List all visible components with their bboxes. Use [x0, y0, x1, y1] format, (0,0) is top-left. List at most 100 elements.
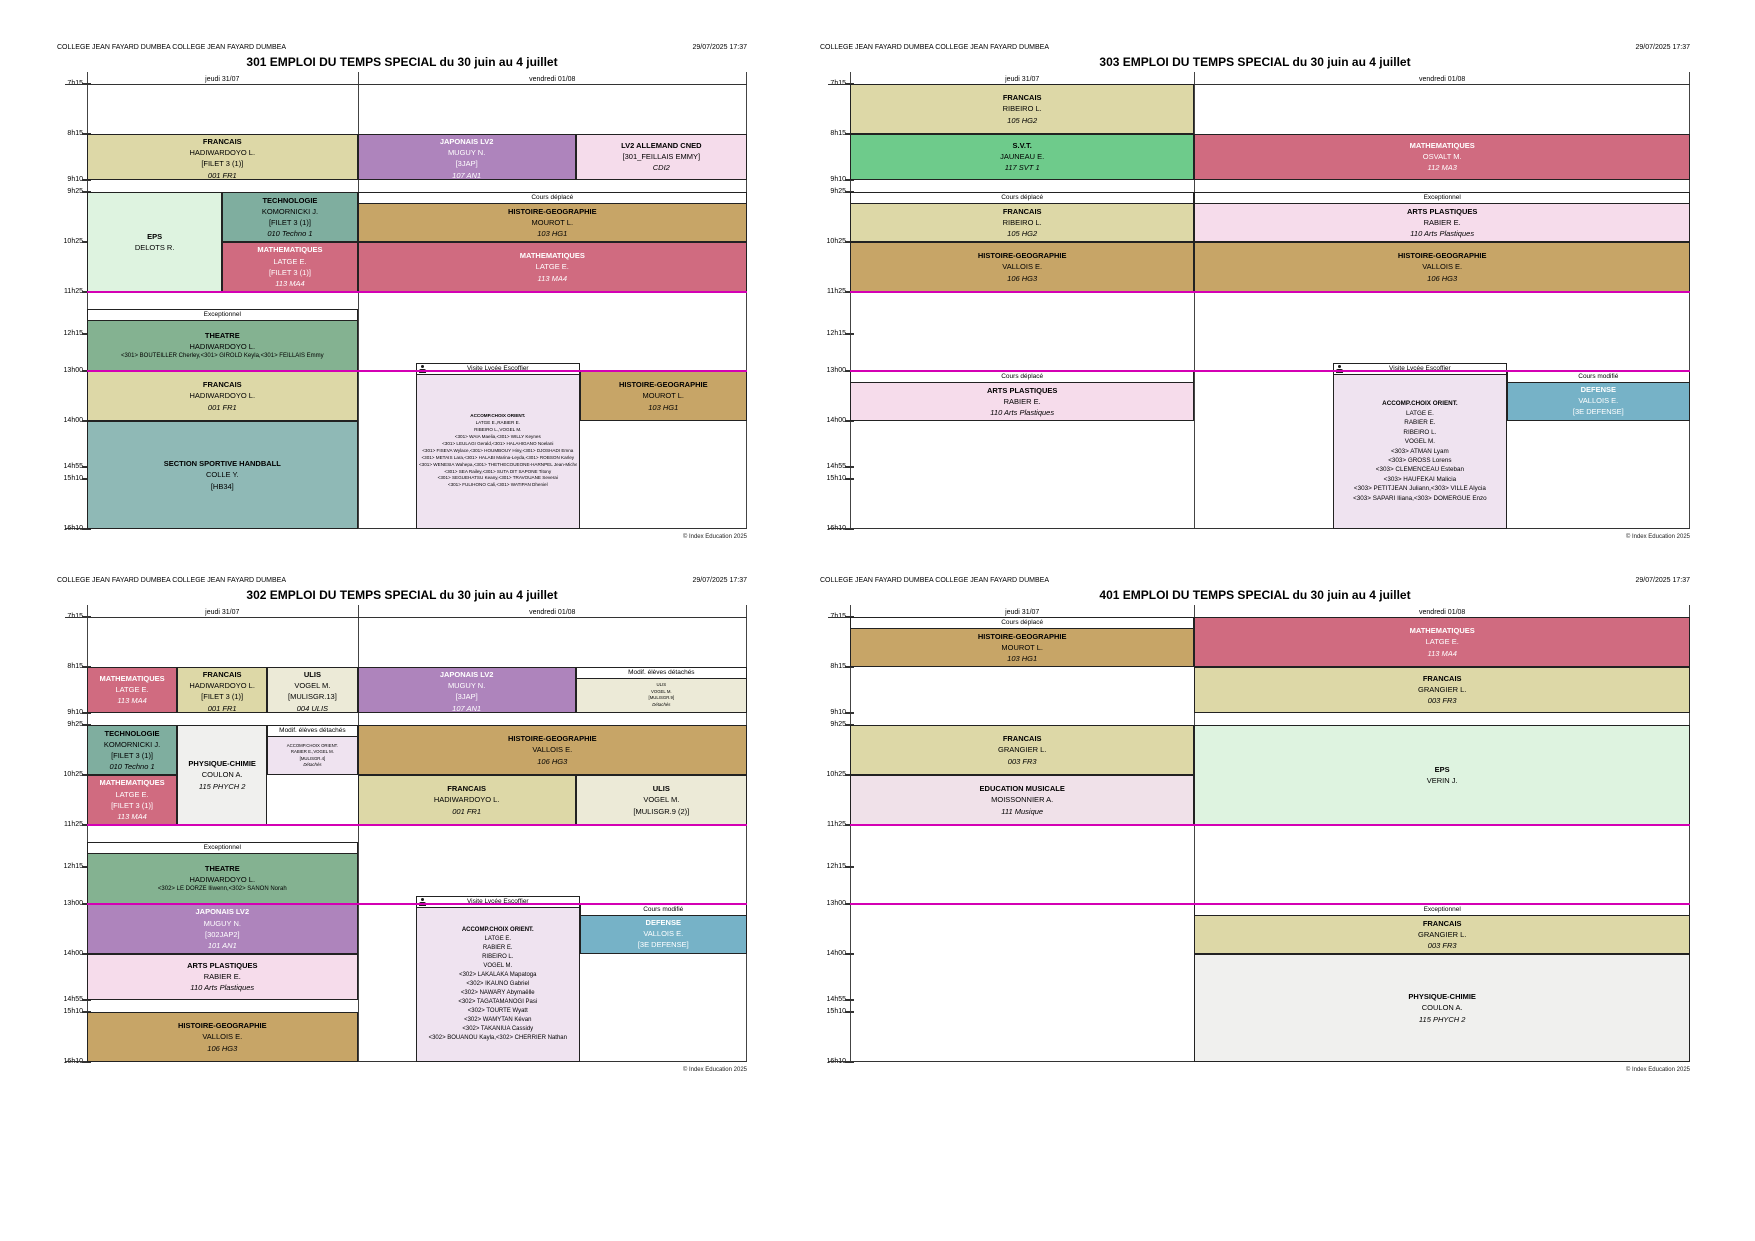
time-tick — [82, 1061, 91, 1063]
cell-line: RABIER E. — [482, 944, 513, 951]
cell-line: 113 MA4 — [537, 273, 568, 283]
course-cell: JAPONAIS LV2 MUGUY N. [3JAP] 107 AN1 — [357, 666, 576, 713]
time-tick — [845, 902, 854, 905]
cell-line: DELOTS R. — [134, 243, 175, 253]
cell-line: HISTOIRE-GEOGRAPHIE — [507, 206, 597, 216]
cell-body: HISTOIRE-GEOGRAPHIE VALLOIS E. 106 HG3 — [359, 726, 746, 774]
cell-line: 107 AN1 — [452, 170, 482, 180]
cell-line: HADIWARDOYO L. — [189, 148, 256, 158]
cell-body: FRANCAIS RIBEIRO L. 105 HG2 — [851, 85, 1193, 133]
cell-line: [FILET 3 (1)] — [111, 800, 154, 810]
copyright: © Index Education 2025 — [682, 534, 747, 540]
cell-line: [MULISGR.4] — [299, 755, 326, 761]
cell-body: S.V.T. JAUNEAU E. 117 SVT 1 — [851, 135, 1193, 179]
cell-body: EPS DELOTS R. — [88, 193, 221, 291]
cell-line: GRANGIER L. — [1418, 685, 1467, 695]
course-cell: PHYSIQUE-CHIMIE COULON A. 115 PHYCH 2 — [177, 725, 268, 825]
highlight-line — [87, 823, 747, 826]
cell-line: [301_FEILLAIS EMMY] — [622, 152, 701, 162]
cell-line: RABIER E.,VOGEL M. — [290, 749, 334, 755]
cell-body: PHYSIQUE-CHIMIE COULON A. 115 PHYCH 2 — [1195, 955, 1689, 1061]
time-label: 10h25 — [63, 771, 83, 779]
cell-body: PHYSIQUE-CHIMIE COULON A. 115 PHYCH 2 — [178, 726, 266, 824]
cell-line: <301> BOUTEILLER Cherley,<301> GIROLD Ke… — [120, 353, 324, 360]
time-label: 9h25 — [67, 188, 83, 196]
cell-line: RABIER E. — [1423, 217, 1461, 227]
time-label: 15h10 — [63, 475, 83, 483]
time-tick — [82, 83, 91, 85]
course-cell: S.V.T. JAUNEAU E. 117 SVT 1 — [850, 133, 1195, 180]
time-label: 8h15 — [67, 129, 83, 137]
cell-line: 003 FR3 — [1007, 756, 1037, 766]
timetable-grid: 7h15 8h15 9h10 9h25 10h25 11h25 12h15 13h00 14h0… — [827, 605, 1690, 1065]
cell-line: RIBEIRO L. — [1002, 104, 1042, 114]
copyright: © Index Education 2025 — [1625, 1067, 1690, 1073]
cell-line: VOGEL M. — [483, 962, 513, 969]
time-tick — [82, 465, 91, 468]
cell-line: HISTOIRE-GEOGRAPHIE — [507, 734, 597, 744]
course-cell: ULIS VOGEL M. [MULISGR.13] 004 ULIS — [267, 666, 358, 713]
cell-body: DEFENSE VALLOIS E.[3E DEFENSE]108 INFO — [581, 916, 746, 953]
grid-vertical-line — [850, 72, 851, 529]
cell-line: FRANCAIS — [202, 136, 242, 146]
cell-line: VALLOIS E. — [1002, 262, 1043, 272]
cell-line: [FILET 3 (1)] — [268, 218, 311, 228]
cell-line: OSVALT M. — [1422, 152, 1462, 162]
timetable-301: COLLEGE JEAN FAYARD DUMBEA COLLEGE JEAN … — [57, 44, 747, 540]
cell-line: JAUNEAU E. — [1000, 152, 1045, 162]
cell-line: [FILET 3 (1)] — [111, 751, 154, 761]
cell-line: VALLOIS E. — [1578, 396, 1619, 406]
highlight-line — [87, 290, 747, 293]
time-label: 9h10 — [67, 708, 83, 716]
cell-line: PHYSIQUE-CHIMIE — [188, 759, 256, 769]
cell-line: FRANCAIS — [1422, 673, 1462, 683]
course-cell: MATHEMATIQUES LATGE E. [FILET 3 (1)] 113 MA… — [87, 775, 178, 825]
cell-body: THEATRE HADIWARDOYO L. <302> LE DORZE Iliw… — [88, 854, 357, 903]
course-cell: Exceptionnel THEATRE HADIWARDOYO L. <302> L… — [87, 841, 358, 904]
day-header-row: jeudi 31/07 vendredi 01/08 — [87, 605, 747, 617]
cell-line: THEATRE — [204, 330, 240, 340]
cell-body: MATHEMATIQUES LATGE E. [FILET 3 (1)] 113 MA… — [88, 776, 176, 824]
grid-vertical-line — [357, 72, 359, 529]
cell-banner-label: Visite Lycée Escoffier — [1389, 364, 1451, 372]
print-timestamp: 29/07/2025 17:37 — [1635, 44, 1691, 51]
cell-line: LATGE E. — [484, 935, 512, 942]
cell-line: COULON A. — [201, 770, 243, 780]
cell-line: <301> WENESIA Wahepa,<301> THETHECOUEONE… — [419, 461, 577, 467]
cell-line: 115 PHYCH 2 — [198, 781, 246, 791]
cell-line: GRANGIER L. — [1418, 929, 1467, 939]
course-cell: EPS DELOTS R. — [87, 192, 223, 292]
cell-line: VALLOIS E. — [532, 745, 573, 755]
time-tick — [82, 241, 91, 244]
cell-line: RABIER E. — [1003, 396, 1041, 406]
cell-line: <303> CLEMENCEAU Esteban — [1375, 466, 1464, 474]
cell-line: 001 FR1 — [207, 170, 237, 180]
cell-line: EPS — [147, 231, 163, 241]
time-label: 12h15 — [826, 329, 846, 337]
cell-banner-label: Modif. élèves détachés — [279, 727, 346, 735]
cell-line: ACCOMP.CHOIX ORIENT. — [1382, 400, 1458, 408]
cell-banner-label: Exceptionnel — [1423, 905, 1461, 913]
course-cell: MATHEMATIQUES LATGE E. 113 MA4 — [357, 242, 747, 292]
report-header: COLLEGE JEAN FAYARD DUMBEA COLLEGE JEAN … — [820, 44, 1690, 55]
cell-line: 106 HG3 — [1007, 273, 1038, 283]
time-label: 14h55 — [63, 462, 83, 470]
cell-banner-label: Exceptionnel — [1423, 194, 1461, 202]
time-label: 15h10 — [826, 1008, 846, 1016]
cell-line: MUGUY N. — [447, 681, 486, 691]
time-tick — [82, 178, 91, 181]
highlight-line — [850, 823, 1690, 826]
cell-line: MOISSONNIER A. — [991, 795, 1054, 805]
cell-body: SECTION SPORTIVE HANDBALL COLLE Y. [HB34] — [88, 422, 357, 528]
time-tick — [82, 724, 91, 727]
cell-line: MATHEMATIQUES — [99, 778, 165, 788]
grid-vertical-line — [1194, 605, 1196, 1062]
cell-body: FRANCAIS GRANGIER L. 003 FR3 — [851, 726, 1193, 774]
cell-line: 105 HG2 — [1007, 115, 1038, 125]
cell-body: THEATRE HADIWARDOYO L. <301> BOUTEILLER Ch… — [88, 321, 357, 370]
grid-top-line — [65, 617, 747, 618]
grid-bottom-line — [828, 528, 1690, 529]
cell-line: 001 FR1 — [207, 703, 237, 713]
cell-body: FRANCAIS GRANGIER L. 003 FR3 — [1195, 916, 1689, 953]
timetable-302: COLLEGE JEAN FAYARD DUMBEA COLLEGE JEAN … — [57, 577, 747, 1073]
